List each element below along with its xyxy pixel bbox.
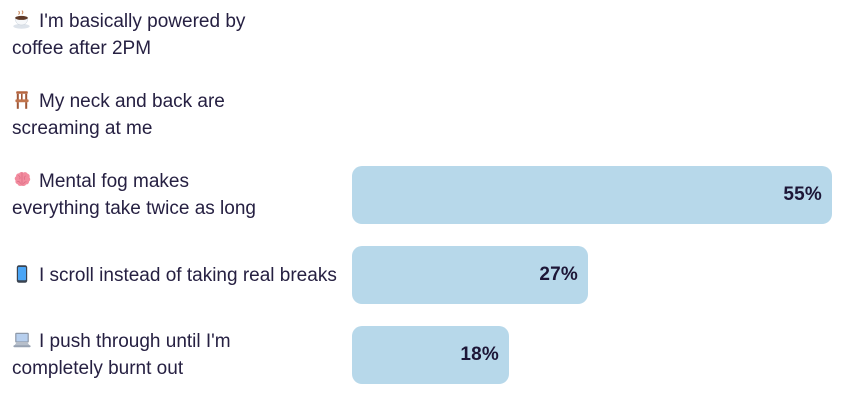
option-label-text: I push through until I'm <box>39 331 231 352</box>
bar-value-label: 27% <box>539 264 578 285</box>
chair-emoji-icon <box>12 90 32 110</box>
bar-area: 27% <box>352 246 849 304</box>
option-label: My neck and back are screaming at me <box>0 88 352 142</box>
option-label-line: screaming at me <box>12 118 153 139</box>
option-label-text: I scroll instead of taking <box>39 264 238 286</box>
option-label-line: everything take twice as long <box>12 198 256 219</box>
option-label: Mental fog makes everything take twice a… <box>0 168 352 222</box>
option-label-text: My neck and back are <box>39 91 225 112</box>
option-label-line: coffee after 2PM <box>12 38 152 59</box>
option-label: I'm basically powered by coffee after 2P… <box>0 8 352 62</box>
option-label-line: My neck and back are <box>12 91 225 112</box>
bar-value-label: 18% <box>460 344 499 365</box>
laptop-emoji-icon <box>12 330 32 350</box>
mobile-phone-emoji-icon <box>12 264 32 284</box>
option-label-line: I scroll instead of taking <box>12 265 238 286</box>
coffee-emoji-icon <box>12 10 32 30</box>
poll-option-row: My neck and back are screaming at me <box>0 86 849 144</box>
bar-area: 18% <box>352 326 849 384</box>
option-label: I scroll instead of taking real breaks <box>0 262 352 289</box>
option-label-line: Mental fog makes <box>12 171 189 192</box>
option-label-text: Mental fog makes <box>39 171 189 192</box>
bar-value-label: 55% <box>783 184 822 205</box>
poll-option-row: I push through until I'm completely burn… <box>0 326 849 384</box>
poll-option-row: I'm basically powered by coffee after 2P… <box>0 6 849 64</box>
result-bar: 18% <box>352 326 509 384</box>
poll-option-row: I scroll instead of taking real breaks 2… <box>0 246 849 304</box>
bar-area: 55% <box>352 166 849 224</box>
option-label-line: completely burnt out <box>12 358 184 379</box>
option-label-line: I push through until I'm <box>12 331 231 352</box>
result-bar: 27% <box>352 246 588 304</box>
poll-option-row: Mental fog makes everything take twice a… <box>0 166 849 224</box>
bar-area <box>352 6 849 64</box>
option-label-text: I'm basically powered by <box>39 11 246 32</box>
bar-area <box>352 86 849 144</box>
result-bar: 55% <box>352 166 832 224</box>
option-label-line: I'm basically powered by <box>12 10 246 32</box>
option-label: I push through until I'm completely burn… <box>0 328 352 382</box>
option-label-line: real breaks <box>242 264 337 286</box>
brain-emoji-icon <box>12 170 32 190</box>
